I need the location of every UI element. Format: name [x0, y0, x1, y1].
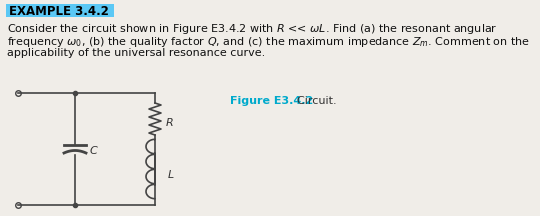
Text: Consider the circuit shown in Figure E3.4.2 with $R$ << $\omega L$. Find (a) the: Consider the circuit shown in Figure E3.… — [7, 22, 497, 36]
Text: $L$: $L$ — [167, 168, 174, 180]
Text: EXAMPLE 3.4.2: EXAMPLE 3.4.2 — [9, 5, 109, 18]
Text: frequency $\omega_0$, (b) the quality factor $Q$, and (c) the maximum impedance : frequency $\omega_0$, (b) the quality fa… — [7, 35, 530, 49]
Text: $C$: $C$ — [89, 144, 99, 156]
FancyBboxPatch shape — [6, 4, 114, 17]
Text: Circuit.: Circuit. — [290, 96, 336, 106]
Text: Figure E3.4.2: Figure E3.4.2 — [230, 96, 313, 106]
Text: $R$: $R$ — [165, 116, 174, 128]
Text: applicability of the universal resonance curve.: applicability of the universal resonance… — [7, 48, 265, 58]
